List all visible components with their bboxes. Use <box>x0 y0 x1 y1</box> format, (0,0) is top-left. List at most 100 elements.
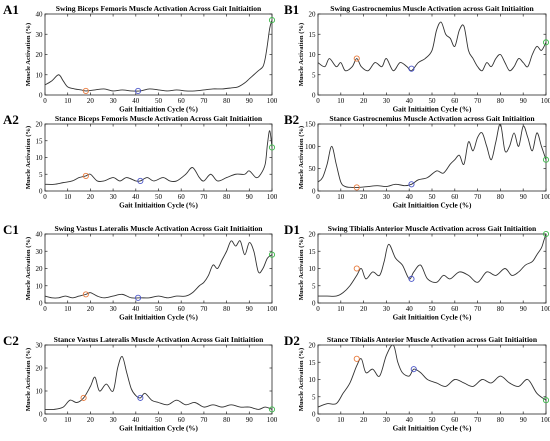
x-tick-label: 80 <box>223 416 231 424</box>
x-tick-label: 20 <box>360 416 368 424</box>
x-tick-label: 40 <box>406 416 414 424</box>
marker-orange <box>353 265 360 272</box>
x-tick-label: 100 <box>541 193 550 201</box>
y-tick-label: 0 <box>312 92 316 100</box>
x-tick-label: 0 <box>43 416 47 424</box>
x-tick-label: 0 <box>316 416 320 424</box>
x-tick-label: 40 <box>406 193 414 201</box>
y-tick-label: 20 <box>36 265 44 273</box>
x-tick-label: 40 <box>406 305 414 313</box>
chart-panel-d1: D1 Swing Tibialis Anterior Muscle Activat… <box>284 222 550 322</box>
y-tick-label: 15 <box>36 137 44 145</box>
x-tick-label: 0 <box>316 305 320 313</box>
x-tick-label: 60 <box>451 193 459 201</box>
x-tick-label: 50 <box>429 305 437 313</box>
plot-area <box>44 344 273 415</box>
y-axis-label: Muscle Activation (%) <box>25 237 32 300</box>
x-tick-label: 40 <box>132 305 140 313</box>
marker-green <box>268 251 276 258</box>
x-tick-label: 50 <box>429 97 437 105</box>
y-tick-label: 5 <box>312 71 316 79</box>
marker-orange <box>353 355 360 362</box>
plot-area <box>44 13 273 96</box>
marker-green <box>268 144 276 151</box>
x-tick-label: 60 <box>451 97 459 105</box>
chart-title: Stance Tibialis Anterior Muscle Activati… <box>327 335 538 344</box>
marker-green <box>542 156 550 163</box>
x-tick-label: 90 <box>520 193 528 201</box>
y-tick-label: 50 <box>309 165 317 173</box>
y-tick-label: 0 <box>39 188 43 196</box>
y-tick-label: 0 <box>39 92 43 100</box>
panel-label: B1 <box>284 2 299 17</box>
x-tick-label: 100 <box>267 193 278 201</box>
x-tick-label: 100 <box>541 305 550 313</box>
series-line <box>45 356 272 411</box>
x-tick-label: 50 <box>155 416 163 424</box>
y-axis-label: Muscle Activation (%) <box>298 348 305 411</box>
y-tick-label: 0 <box>312 411 316 419</box>
marker-blue <box>408 181 415 188</box>
marker-blue <box>135 294 142 301</box>
chart-title: Stance Vastus Lateralis Muscle Activatio… <box>54 335 265 344</box>
y-tick-label: 20 <box>36 51 44 59</box>
x-tick-label: 20 <box>87 97 95 105</box>
y-axis-label: Muscle Activation (%) <box>298 237 305 300</box>
chart-panel-c2: C2 Stance Vastus Lateralis Muscle Activat… <box>3 333 278 433</box>
x-tick-label: 80 <box>497 193 505 201</box>
y-tick-label: 15 <box>309 31 317 39</box>
y-tick-label: 0 <box>39 411 43 419</box>
series-line <box>45 19 272 92</box>
x-tick-label: 10 <box>337 305 345 313</box>
x-tick-label: 90 <box>246 416 254 424</box>
marker-green <box>268 17 276 24</box>
x-tick-label: 30 <box>110 193 118 201</box>
x-axis-label: Gait Initiaition Cycle (%) <box>119 202 198 210</box>
y-tick-label: 10 <box>36 282 44 290</box>
plot-area <box>317 344 547 415</box>
y-tick-label: 15 <box>309 359 317 367</box>
y-tick-label: 10 <box>36 71 44 79</box>
marker-green <box>542 397 550 404</box>
x-tick-label: 100 <box>267 97 278 105</box>
marker-orange <box>82 291 89 298</box>
y-tick-label: 30 <box>36 342 44 350</box>
x-tick-label: 40 <box>132 193 140 201</box>
x-tick-label: 10 <box>337 97 345 105</box>
x-tick-label: 0 <box>43 193 47 201</box>
x-tick-label: 30 <box>383 193 391 201</box>
y-tick-label: 30 <box>36 248 44 256</box>
plot-area <box>317 233 547 304</box>
x-tick-label: 50 <box>155 97 163 105</box>
x-tick-label: 90 <box>246 305 254 313</box>
x-tick-label: 10 <box>64 305 72 313</box>
panel-label: D1 <box>284 222 300 237</box>
x-tick-label: 70 <box>474 97 482 105</box>
x-tick-label: 20 <box>87 416 95 424</box>
x-tick-label: 20 <box>87 305 95 313</box>
x-tick-label: 50 <box>429 416 437 424</box>
x-tick-label: 50 <box>155 193 163 201</box>
x-tick-label: 20 <box>360 97 368 105</box>
x-tick-label: 80 <box>497 305 505 313</box>
chart-panel-a1: A1 Swing Biceps Femoris Muscle Activation… <box>3 2 278 114</box>
x-tick-label: 100 <box>267 416 278 424</box>
chart-title: Swing Tibialis Anterior Muscle Activatio… <box>328 224 537 233</box>
x-tick-label: 40 <box>406 97 414 105</box>
series-line <box>45 130 272 185</box>
y-tick-label: 5 <box>39 171 43 179</box>
marker-blue <box>135 87 142 94</box>
y-tick-label: 40 <box>36 11 44 19</box>
x-tick-label: 30 <box>110 416 118 424</box>
y-axis-label: Muscle Activation (%) <box>298 23 305 86</box>
y-tick-label: 100 <box>305 143 316 151</box>
x-tick-label: 60 <box>178 305 186 313</box>
x-tick-label: 0 <box>43 305 47 313</box>
plot-area <box>317 13 547 96</box>
marker-blue <box>410 366 417 373</box>
series-line <box>318 21 546 72</box>
x-axis-label: Gait Initiaition Cycle (%) <box>393 202 472 210</box>
series-line <box>45 240 272 299</box>
x-axis-label: Gait Initiaition Cycle (%) <box>393 314 472 322</box>
marker-orange <box>82 87 89 94</box>
